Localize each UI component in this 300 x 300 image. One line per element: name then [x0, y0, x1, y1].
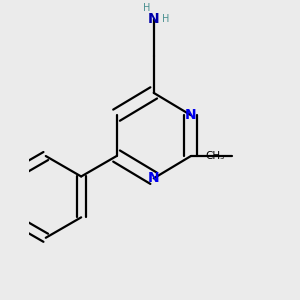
Text: N: N — [148, 171, 160, 185]
Text: H: H — [142, 3, 150, 14]
Text: CH₃: CH₃ — [206, 151, 225, 161]
Text: H: H — [162, 14, 169, 24]
Text: N: N — [185, 108, 197, 122]
Text: N: N — [148, 12, 160, 26]
